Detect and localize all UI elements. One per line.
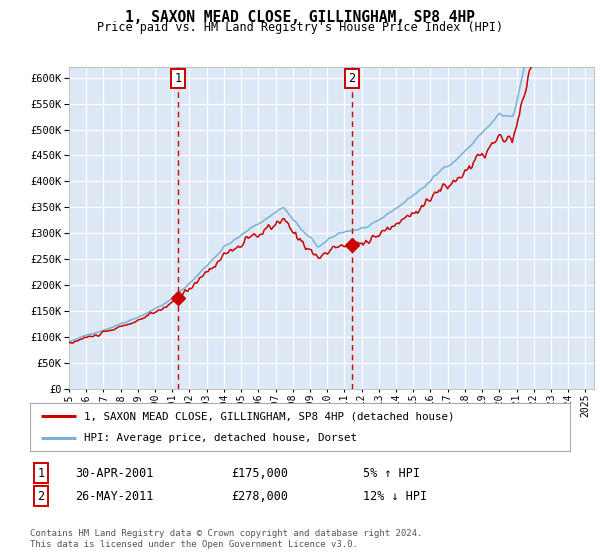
Text: Contains HM Land Registry data © Crown copyright and database right 2024.: Contains HM Land Registry data © Crown c… [30, 529, 422, 538]
Text: 2: 2 [37, 489, 44, 503]
Text: 26-MAY-2011: 26-MAY-2011 [75, 489, 154, 503]
Text: 12% ↓ HPI: 12% ↓ HPI [363, 489, 427, 503]
Text: 1: 1 [175, 72, 182, 85]
Text: Price paid vs. HM Land Registry's House Price Index (HPI): Price paid vs. HM Land Registry's House … [97, 21, 503, 34]
Text: 30-APR-2001: 30-APR-2001 [75, 466, 154, 480]
Text: This data is licensed under the Open Government Licence v3.0.: This data is licensed under the Open Gov… [30, 540, 358, 549]
Text: £175,000: £175,000 [231, 466, 288, 480]
Text: HPI: Average price, detached house, Dorset: HPI: Average price, detached house, Dors… [84, 433, 357, 443]
Text: 5% ↑ HPI: 5% ↑ HPI [363, 466, 420, 480]
Text: 1: 1 [37, 466, 44, 480]
Text: 1, SAXON MEAD CLOSE, GILLINGHAM, SP8 4HP (detached house): 1, SAXON MEAD CLOSE, GILLINGHAM, SP8 4HP… [84, 411, 455, 421]
Text: £278,000: £278,000 [231, 489, 288, 503]
Text: 2: 2 [348, 72, 355, 85]
Text: 1, SAXON MEAD CLOSE, GILLINGHAM, SP8 4HP: 1, SAXON MEAD CLOSE, GILLINGHAM, SP8 4HP [125, 10, 475, 25]
